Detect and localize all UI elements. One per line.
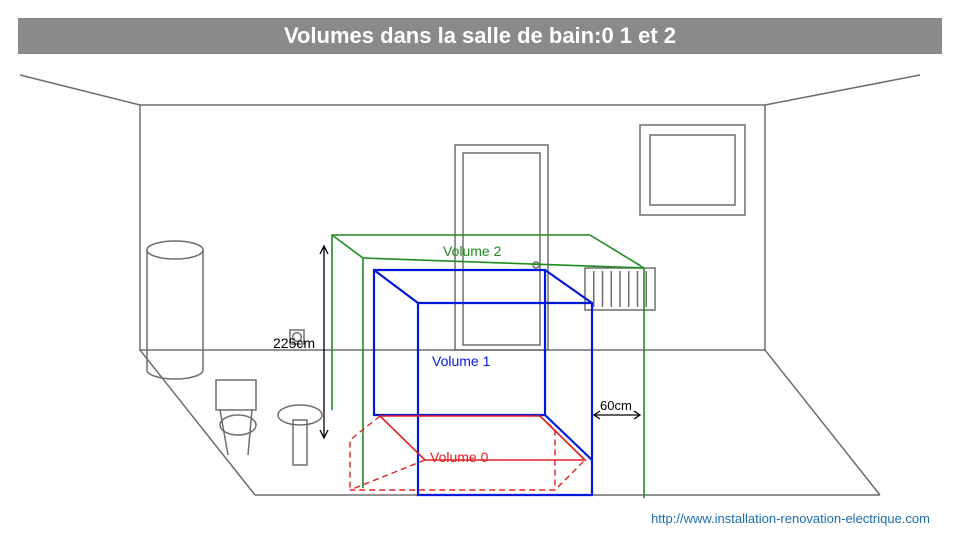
source-link[interactable]: http://www.installation-renovation-elect…	[651, 511, 930, 526]
title-bar: Volumes dans la salle de bain: 0 1 et 2	[18, 18, 942, 54]
svg-text:Volume 2: Volume 2	[443, 243, 502, 259]
svg-text:225cm: 225cm	[273, 335, 315, 351]
title-text-suffix: 0 1 et 2	[601, 23, 676, 49]
bathroom-volumes-diagram: Volume 2 Volume 1 Volume 0 225cm 60cm	[0, 0, 960, 540]
title-text-prefix: Volumes dans la salle de bain:	[284, 23, 601, 49]
svg-text:Volume 0: Volume 0	[430, 449, 489, 465]
svg-text:60cm: 60cm	[600, 398, 632, 413]
svg-text:Volume 1: Volume 1	[432, 353, 491, 369]
